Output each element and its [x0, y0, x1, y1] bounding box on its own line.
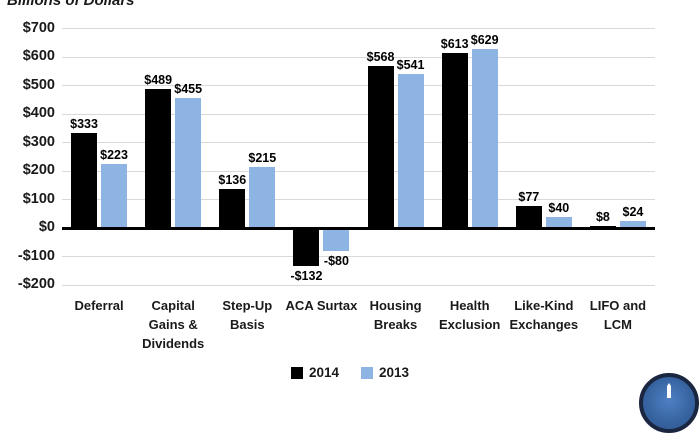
y-axis-tick-label: $600 — [22, 48, 55, 64]
value-label: $455 — [174, 82, 203, 97]
bar-2013-6 — [471, 48, 498, 228]
x-axis-line — [62, 227, 655, 230]
y-axis-tick-label: $0 — [38, 219, 55, 235]
legend-item-2013: 2013 — [361, 365, 409, 380]
bar-chart: Billions of Dollars $700 $600 $500 $400 $300… — [7, 0, 699, 433]
monument-icon — [667, 383, 671, 398]
value-label: $613 — [440, 37, 469, 52]
bar-2014-3 — [219, 189, 246, 228]
tax-foundation-logo-icon — [639, 373, 699, 433]
y-axis-tick-label: -$100 — [17, 247, 55, 264]
value-label: -$132 — [290, 268, 323, 283]
bar-2013-5 — [397, 73, 424, 228]
bar-2013-8 — [619, 221, 646, 228]
y-axis-tick-label: $100 — [22, 190, 55, 207]
value-label: $568 — [366, 50, 395, 65]
gridline — [62, 170, 655, 172]
gridline — [62, 142, 655, 143]
category-label: LIFO and LCM — [589, 298, 647, 332]
chart-legend: 2014 2013 — [40, 365, 660, 380]
y-axis-tick-label: -$200 — [17, 276, 55, 292]
value-label: $136 — [218, 173, 247, 188]
value-label: -$80 — [323, 253, 349, 268]
bar-2014-1 — [71, 133, 98, 228]
gridline — [62, 113, 655, 115]
legend-swatch-icon — [361, 366, 373, 379]
gridline — [62, 284, 655, 286]
value-label: $541 — [396, 57, 425, 72]
legend-label: 2013 — [379, 365, 410, 380]
bar-2013-2 — [175, 98, 202, 228]
category-label: ACA Surtax — [285, 298, 358, 313]
y-axis-tick-label: $400 — [22, 105, 55, 121]
category-label: Housing Breaks — [369, 298, 422, 332]
category-label: Deferral — [74, 298, 124, 313]
value-label: $8 — [595, 209, 610, 224]
bar-2014-6 — [441, 53, 468, 228]
gridline — [62, 199, 655, 200]
legend-swatch-icon — [290, 366, 303, 379]
chart-title: Billions of Dollars — [7, 0, 135, 9]
bar-2013-7 — [545, 216, 572, 228]
bar-2014-7 — [515, 206, 542, 228]
gridline — [62, 56, 655, 58]
category-label: Step-Up Basis — [222, 298, 273, 332]
value-label: $629 — [470, 32, 499, 47]
value-label: $215 — [248, 150, 277, 165]
value-label: $223 — [100, 148, 128, 163]
bar-2014-5 — [367, 66, 394, 228]
y-axis-tick-label: $200 — [22, 162, 55, 178]
bar-2014-4 — [293, 228, 320, 266]
value-label: $333 — [70, 117, 98, 132]
y-axis-tick-label: $300 — [22, 133, 55, 150]
value-label: $489 — [144, 72, 173, 87]
value-label: $77 — [518, 190, 540, 205]
category-label: Health Exclusion — [438, 298, 501, 332]
bar-2013-4 — [323, 228, 350, 251]
bar-2013-3 — [249, 166, 276, 228]
legend-item-2014: 2014 — [290, 365, 339, 380]
bar-2014-8 — [589, 225, 616, 228]
value-label: $40 — [548, 200, 570, 215]
bar-2013-1 — [101, 164, 128, 228]
y-axis-tick-label: $700 — [22, 19, 55, 36]
gridline — [62, 85, 655, 86]
gridline — [62, 256, 655, 257]
category-label: Capital Gains & Dividends — [142, 298, 205, 351]
gridline — [62, 28, 655, 29]
category-label: Like-Kind Exchanges — [509, 298, 579, 332]
y-axis-tick-label: $500 — [22, 76, 55, 93]
bar-2014-2 — [145, 88, 172, 228]
value-label: $24 — [622, 205, 644, 220]
legend-label: 2014 — [308, 365, 339, 380]
